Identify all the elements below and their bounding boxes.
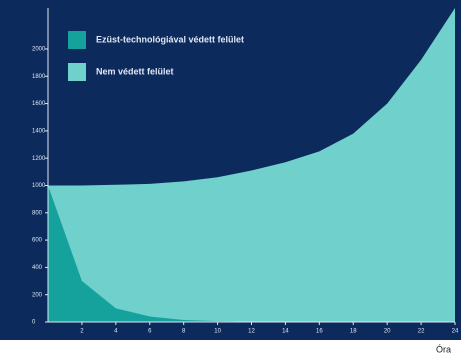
y-tick-label: 0 — [32, 320, 36, 326]
x-tick-label: 24 — [452, 329, 459, 335]
legend-swatch — [68, 31, 86, 49]
x-tick-label: 22 — [418, 329, 425, 335]
y-tick-label: 800 — [32, 210, 43, 216]
y-tick-label: 200 — [32, 292, 43, 298]
x-tick-label: 20 — [384, 329, 391, 335]
y-tick-label: 1000 — [32, 183, 46, 189]
x-tick-label: 14 — [282, 329, 289, 335]
y-tick-label: 1600 — [32, 101, 46, 107]
x-tick-label: 10 — [214, 329, 221, 335]
area — [48, 185, 455, 322]
legend-label: Ezüst-technológiával védett felület — [96, 34, 244, 44]
y-tick-label: 1200 — [32, 156, 46, 162]
y-tick-label: 2000 — [32, 47, 46, 53]
x-tick-label: 8 — [182, 329, 186, 335]
y-tick-label: 600 — [32, 238, 43, 244]
x-tick-label: 4 — [114, 329, 118, 335]
legend-label: Nem védett felület — [96, 66, 174, 76]
x-tick-label: 6 — [148, 329, 152, 335]
x-axis-label: Óra — [436, 344, 451, 354]
x-tick-label: 2 — [80, 329, 84, 335]
x-tick-label: 16 — [316, 329, 323, 335]
y-tick-label: 1800 — [32, 74, 46, 80]
y-tick-label: 400 — [32, 265, 43, 271]
y-tick-label: 1400 — [32, 128, 46, 134]
legend-swatch — [68, 63, 86, 81]
area — [48, 8, 455, 322]
x-tick-label: 18 — [350, 329, 357, 335]
x-tick-label: 12 — [248, 329, 255, 335]
